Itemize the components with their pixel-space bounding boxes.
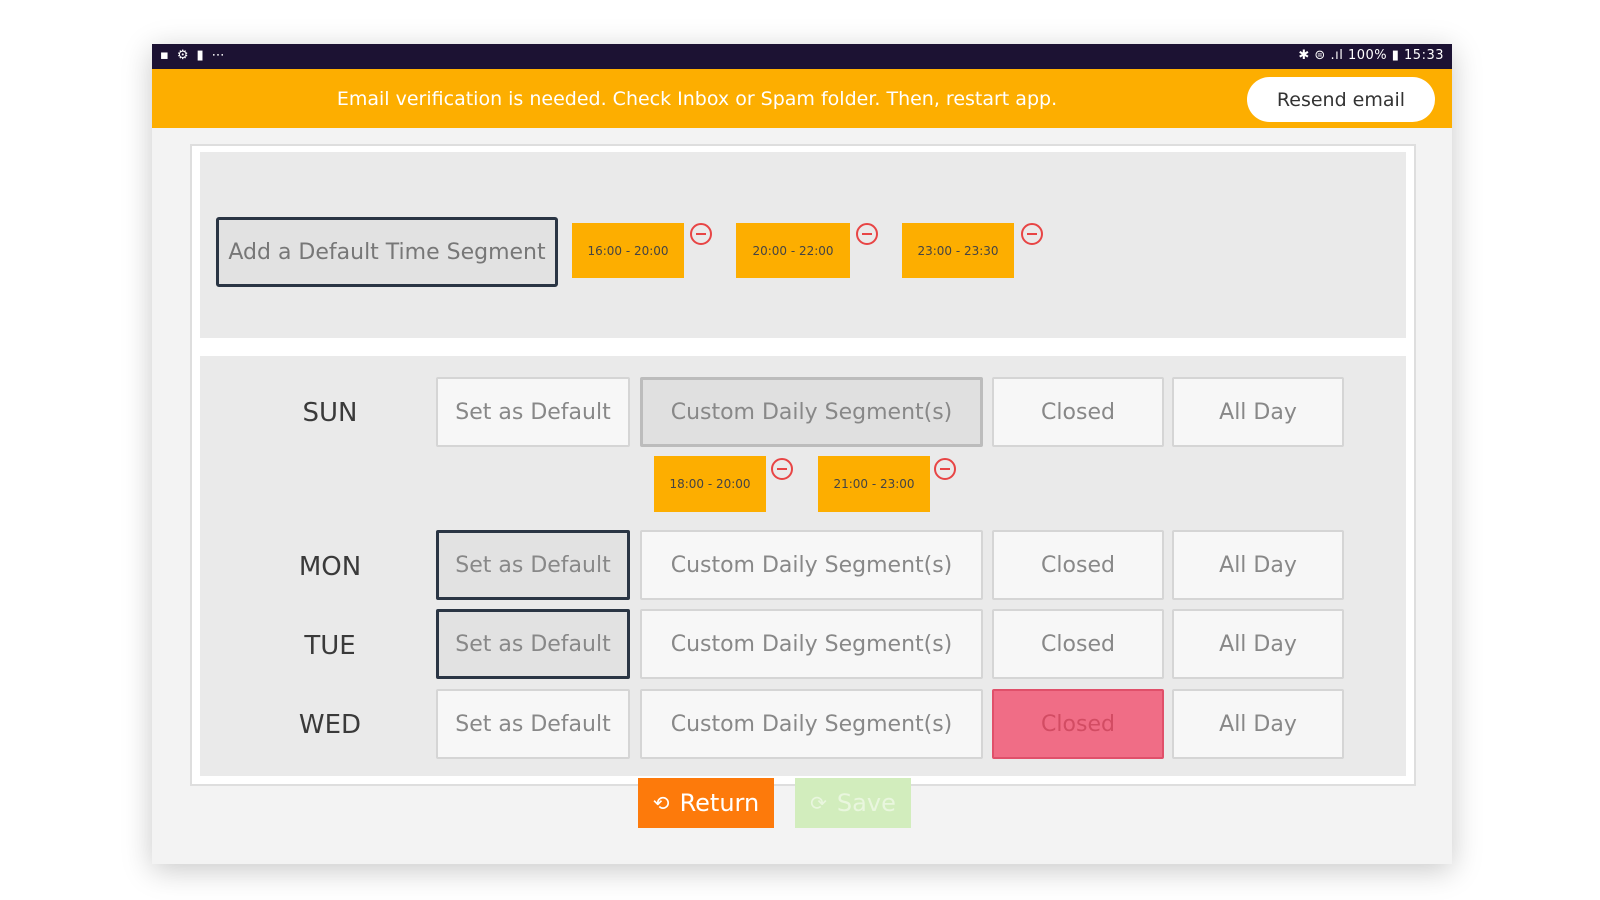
sun-closed-button[interactable]: Closed [992, 377, 1164, 447]
banner-message: Email verification is needed. Check Inbo… [336, 88, 1058, 110]
remove-segment-icon[interactable] [690, 223, 712, 245]
message-icon: ▪ [160, 48, 169, 63]
save-icon: ⟳ [810, 791, 827, 815]
sun-custom-segments-button[interactable]: Custom Daily Segment(s) [640, 377, 983, 447]
return-icon: ⟲ [652, 791, 670, 815]
wed-closed-button[interactable]: Closed [992, 689, 1164, 759]
settings-icon: ⚙ [176, 48, 189, 63]
return-button[interactable]: ⟲ Return [638, 778, 774, 828]
resend-email-button[interactable]: Resend email [1247, 77, 1435, 122]
daily-schedule-section: SUN Set as Default Custom Daily Segment(… [200, 356, 1406, 776]
remove-segment-icon[interactable] [934, 458, 956, 480]
day-label-sun: SUN [302, 398, 358, 428]
mon-set-default-button[interactable]: Set as Default [436, 530, 630, 600]
default-segment-chip[interactable]: 23:00 - 23:30 [902, 223, 1014, 278]
remove-segment-icon[interactable] [856, 223, 878, 245]
sun-set-default-button[interactable]: Set as Default [436, 377, 630, 447]
verification-banner: Email verification is needed. Check Inbo… [152, 69, 1452, 128]
status-bar: ▪ ⚙ ▮ ⋯ ✱ ⊜ .ıl 100% ▮ 15:33 [152, 44, 1452, 69]
remove-segment-icon[interactable] [1021, 223, 1043, 245]
default-segment-chip[interactable]: 20:00 - 22:00 [736, 223, 850, 278]
sun-all-day-button[interactable]: All Day [1172, 377, 1344, 447]
wed-custom-segments-button[interactable]: Custom Daily Segment(s) [640, 689, 983, 759]
mon-all-day-button[interactable]: All Day [1172, 530, 1344, 600]
mon-custom-segments-button[interactable]: Custom Daily Segment(s) [640, 530, 983, 600]
day-label-tue: TUE [304, 631, 356, 661]
tue-set-default-button[interactable]: Set as Default [436, 609, 630, 679]
wed-set-default-button[interactable]: Set as Default [436, 689, 630, 759]
mon-closed-button[interactable]: Closed [992, 530, 1164, 600]
more-icon: ⋯ [211, 48, 225, 63]
tue-closed-button[interactable]: Closed [992, 609, 1164, 679]
sun-segment-chip[interactable]: 18:00 - 20:00 [654, 456, 766, 512]
wed-all-day-button[interactable]: All Day [1172, 689, 1344, 759]
day-label-wed: WED [298, 710, 362, 740]
day-label-mon: MON [298, 552, 362, 582]
tue-all-day-button[interactable]: All Day [1172, 609, 1344, 679]
schedule-scroll-area[interactable]: Add a Default Time Segment 16:00 - 20:00… [200, 152, 1406, 776]
status-bar-info: ✱ ⊜ .ıl 100% ▮ 15:33 [1298, 48, 1444, 63]
default-segment-chip[interactable]: 16:00 - 20:00 [572, 223, 684, 278]
schedule-panel: Add a Default Time Segment 16:00 - 20:00… [190, 144, 1416, 786]
remove-segment-icon[interactable] [771, 458, 793, 480]
tue-custom-segments-button[interactable]: Custom Daily Segment(s) [640, 609, 983, 679]
save-button[interactable]: ⟳ Save [795, 778, 911, 828]
save-label: Save [836, 789, 896, 817]
notification-icon: ▮ [196, 48, 204, 63]
default-segments-section: Add a Default Time Segment 16:00 - 20:00… [200, 152, 1406, 338]
tablet-screen: ▪ ⚙ ▮ ⋯ ✱ ⊜ .ıl 100% ▮ 15:33 Email verif… [152, 44, 1452, 864]
add-default-segment-button[interactable]: Add a Default Time Segment [216, 217, 558, 287]
return-label: Return [679, 789, 760, 817]
sun-segment-chip[interactable]: 21:00 - 23:00 [818, 456, 930, 512]
